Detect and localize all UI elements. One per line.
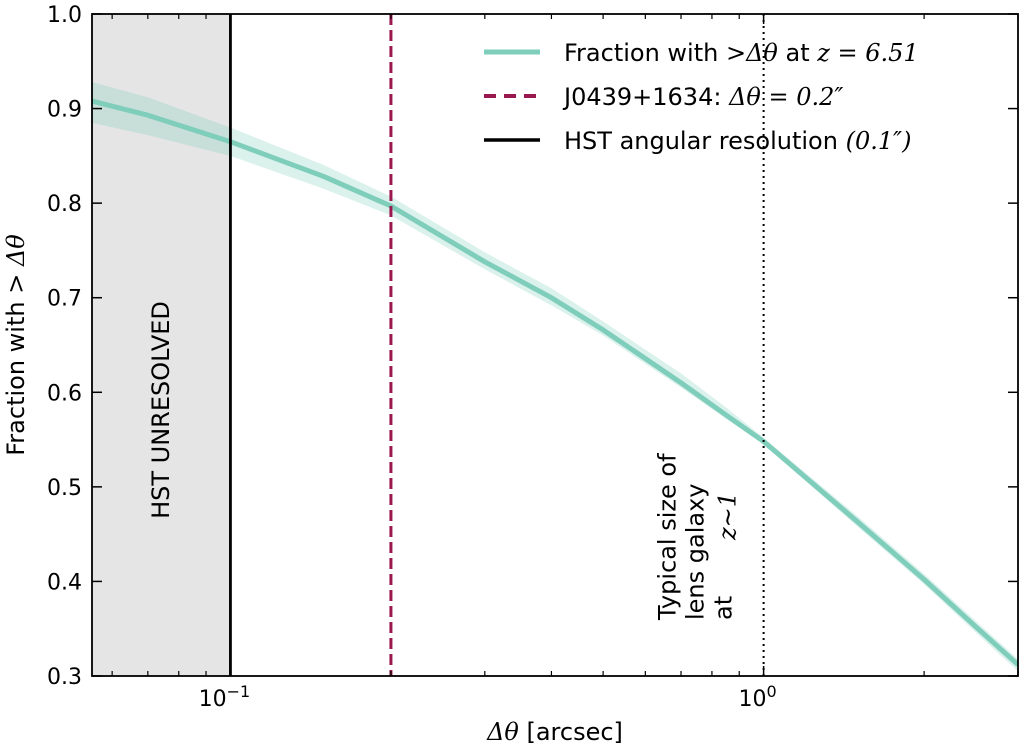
ytick-label: 0.8 [47,192,82,217]
annotation-line-0: Typical size of [654,453,682,621]
unresolved-region [92,14,231,676]
ytick-label: 0.9 [47,98,82,123]
ytick-label: 0.3 [47,665,82,690]
unresolved-label: HST UNRESOLVED [147,301,175,519]
annotation-line-2: at [710,596,738,620]
plot-area: HST UNRESOLVED Typical size of lens galaxy… [92,14,1018,676]
ytick-label: 1.0 [47,3,82,28]
ytick-label: 0.5 [47,476,82,501]
legend-label-0: Fraction with >Δθ at z = 6.51 [564,39,919,67]
series-band-0 [92,82,1018,672]
y-axis-label: Fraction with > Δθ [2,234,30,456]
xtick-label: 100 [739,682,777,712]
legend-label-1: J0439+1634: Δθ = 0.2″ [562,83,843,111]
ytick-label: 0.7 [47,287,82,312]
plot-frame [91,13,1019,677]
annotation-math: z∼1 [714,492,742,541]
annotation-line-1: lens galaxy [682,484,710,621]
ytick-label: 0.6 [47,381,82,406]
legend: Fraction with >Δθ at z = 6.51 J0439+1634:… [484,39,919,155]
ytick-label: 0.4 [47,570,82,595]
series-line-0 [92,98,1018,667]
x-axis-label: Δθ [arcsec] [486,718,623,746]
axes: 0.3 0.4 0.5 0.6 0.7 0.8 0.9 1.0 10−1 100 Δθ [arcse… [2,3,1019,746]
legend-label-2: HST angular resolution (0.1″) [564,127,911,155]
xtick-label: 10−1 [199,682,251,712]
